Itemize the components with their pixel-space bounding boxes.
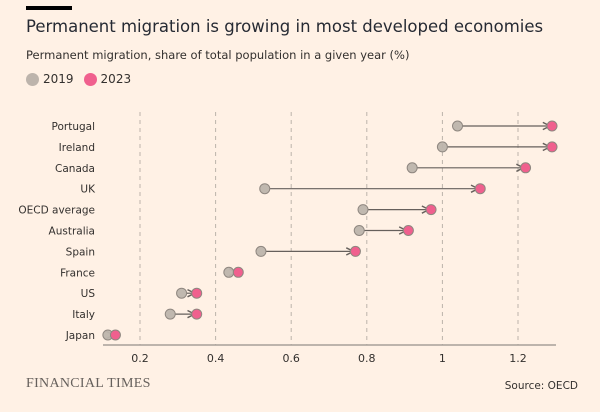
- category-label: Ireland: [59, 142, 95, 154]
- category-label: Japan: [65, 330, 95, 342]
- point-2019: [452, 120, 464, 132]
- point-2023: [191, 287, 203, 299]
- point-2023: [109, 329, 121, 341]
- point-2023: [191, 308, 203, 320]
- category-label: France: [60, 267, 95, 279]
- point-2019: [406, 162, 418, 174]
- category-label: Spain: [66, 246, 95, 258]
- point-2023: [520, 162, 532, 174]
- point-2023: [232, 266, 244, 278]
- point-2019: [436, 141, 448, 153]
- point-2019: [259, 183, 271, 195]
- legend-swatch-2019: [26, 72, 39, 86]
- legend-label-2023: 2023: [100, 72, 132, 86]
- ft-logo: FINANCIAL TIMES: [26, 376, 151, 391]
- x-tick-label: 0.2: [131, 352, 149, 365]
- point-2019: [164, 308, 176, 320]
- point-2019: [353, 225, 365, 236]
- category-label: UK: [80, 184, 96, 196]
- point-2023: [546, 141, 558, 153]
- point-2019: [357, 204, 369, 216]
- source-note: Source: OECD: [504, 380, 578, 392]
- legend-swatch-2023: [83, 72, 97, 86]
- x-tick-label: 0.6: [282, 352, 300, 365]
- point-2023: [546, 120, 558, 132]
- category-label: OECD average: [18, 205, 95, 217]
- legend: 2019 2023: [26, 72, 131, 86]
- chart-subtitle: Permanent migration, share of total popu…: [26, 48, 410, 62]
- point-2019: [255, 245, 267, 257]
- category-label: Portugal: [52, 121, 96, 133]
- chart-title: Permanent migration is growing in most d…: [26, 17, 544, 36]
- point-2019: [176, 287, 188, 299]
- category-label: Australia: [49, 226, 95, 238]
- x-tick-label: 0.4: [207, 352, 225, 365]
- point-2023: [402, 225, 414, 236]
- category-label: US: [81, 288, 96, 300]
- legend-label-2019: 2019: [43, 72, 74, 86]
- x-tick-label: 1: [439, 352, 446, 365]
- x-tick-label: 1.2: [509, 352, 527, 365]
- category-label: Italy: [72, 309, 95, 321]
- point-2019: [223, 266, 235, 278]
- point-2023: [349, 245, 361, 257]
- category-label: Canada: [55, 163, 95, 175]
- header-rule: [26, 6, 72, 10]
- point-2023: [474, 183, 486, 195]
- point-2023: [425, 204, 437, 216]
- x-tick-label: 0.8: [358, 352, 376, 365]
